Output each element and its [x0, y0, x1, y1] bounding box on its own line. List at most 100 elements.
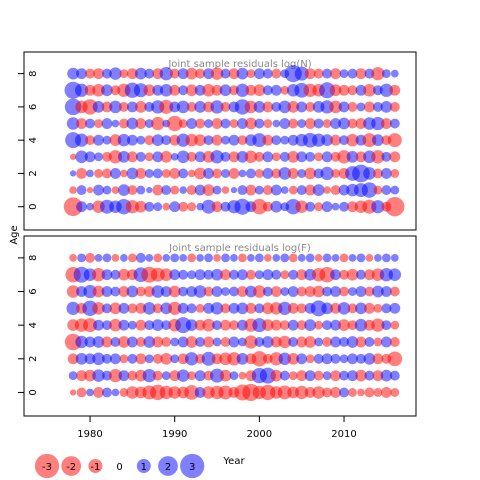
- bubble: [203, 286, 214, 297]
- bubble: [380, 118, 392, 129]
- bubble: [144, 152, 154, 162]
- bubble: [229, 269, 239, 280]
- bubble: [314, 320, 324, 330]
- bubble: [135, 302, 147, 314]
- bubble: [111, 186, 120, 194]
- legend-label: 1: [141, 462, 147, 473]
- legend-bubble: [180, 453, 205, 479]
- bubble: [372, 134, 384, 147]
- bubble: [337, 150, 351, 164]
- bubble: [390, 388, 400, 397]
- bubble: [245, 302, 257, 314]
- bubble: [322, 320, 333, 331]
- bubble: [161, 135, 172, 146]
- bubble: [211, 286, 223, 297]
- bubble: [313, 68, 324, 79]
- bubble: [228, 336, 240, 348]
- bubble: [119, 69, 129, 79]
- legend-label: 0: [116, 462, 122, 473]
- bubble: [111, 119, 120, 128]
- bubble: [297, 169, 307, 178]
- bubble: [195, 337, 206, 347]
- bubble: [92, 101, 105, 113]
- bubble: [372, 101, 383, 112]
- bubble: [254, 151, 265, 162]
- bubble: [322, 286, 333, 297]
- bubble: [210, 100, 224, 114]
- bubble: [77, 253, 86, 263]
- bubble: [194, 184, 206, 196]
- bubble: [202, 184, 215, 196]
- bubble: [170, 152, 179, 161]
- bubble: [330, 286, 341, 297]
- bubble: [304, 319, 317, 332]
- bubble: [178, 269, 189, 280]
- bubble: [187, 202, 197, 212]
- bubble: [322, 337, 333, 347]
- bubble: [331, 254, 340, 262]
- bubble: [66, 285, 80, 298]
- bubble: [365, 254, 374, 262]
- bubble: [338, 101, 350, 113]
- bubble: [280, 287, 290, 296]
- bubble: [390, 320, 400, 330]
- bubble: [125, 200, 140, 214]
- bubble: [111, 254, 120, 262]
- bubble: [227, 352, 241, 366]
- bubble: [294, 66, 309, 81]
- legend-bubble: [88, 459, 103, 473]
- bubble: [330, 353, 341, 364]
- bubble: [75, 150, 88, 164]
- bubble: [338, 319, 350, 332]
- bubble: [102, 353, 112, 364]
- bubble: [127, 303, 138, 314]
- bubble: [203, 336, 214, 348]
- bubble: [330, 68, 341, 80]
- bubble: [380, 369, 393, 382]
- bubble: [254, 185, 264, 195]
- bubble: [262, 85, 273, 96]
- bubble: [101, 269, 113, 281]
- bubble: [355, 151, 367, 163]
- bubble: [136, 185, 146, 195]
- bubble: [262, 134, 274, 146]
- bubble: [187, 253, 197, 263]
- bubble: [304, 68, 316, 80]
- bubble: [314, 337, 324, 347]
- bubble: [75, 335, 88, 349]
- bubble: [126, 134, 138, 146]
- bubble: [120, 169, 128, 178]
- bubble: [304, 167, 317, 180]
- bubble: [194, 370, 206, 382]
- bubble: [202, 84, 215, 97]
- bubble: [127, 353, 138, 364]
- bubble: [372, 168, 383, 179]
- bubble: [195, 68, 206, 79]
- bubble: [339, 135, 349, 146]
- bubble: [348, 287, 357, 296]
- bubble: [161, 185, 172, 196]
- bubble: [390, 69, 399, 78]
- bubble: [153, 253, 163, 263]
- bubble: [184, 352, 199, 366]
- bubble: [169, 269, 181, 281]
- bubble: [144, 201, 155, 212]
- bubble: [348, 254, 357, 262]
- bubble: [356, 353, 366, 364]
- x-tick-label: 1990: [162, 429, 187, 440]
- bubble: [319, 267, 335, 283]
- bubble: [187, 371, 197, 381]
- bubble: [219, 369, 232, 382]
- bubble: [330, 134, 341, 146]
- bubble: [339, 286, 349, 297]
- bubble: [254, 169, 264, 178]
- bubble: [312, 285, 325, 298]
- bubble: [347, 303, 358, 314]
- bubble: [204, 253, 213, 263]
- bubble: [126, 386, 139, 399]
- bubble: [304, 336, 317, 348]
- bubble: [381, 185, 392, 196]
- bubble: [152, 151, 164, 163]
- bubble: [211, 118, 223, 129]
- bubble: [262, 168, 274, 179]
